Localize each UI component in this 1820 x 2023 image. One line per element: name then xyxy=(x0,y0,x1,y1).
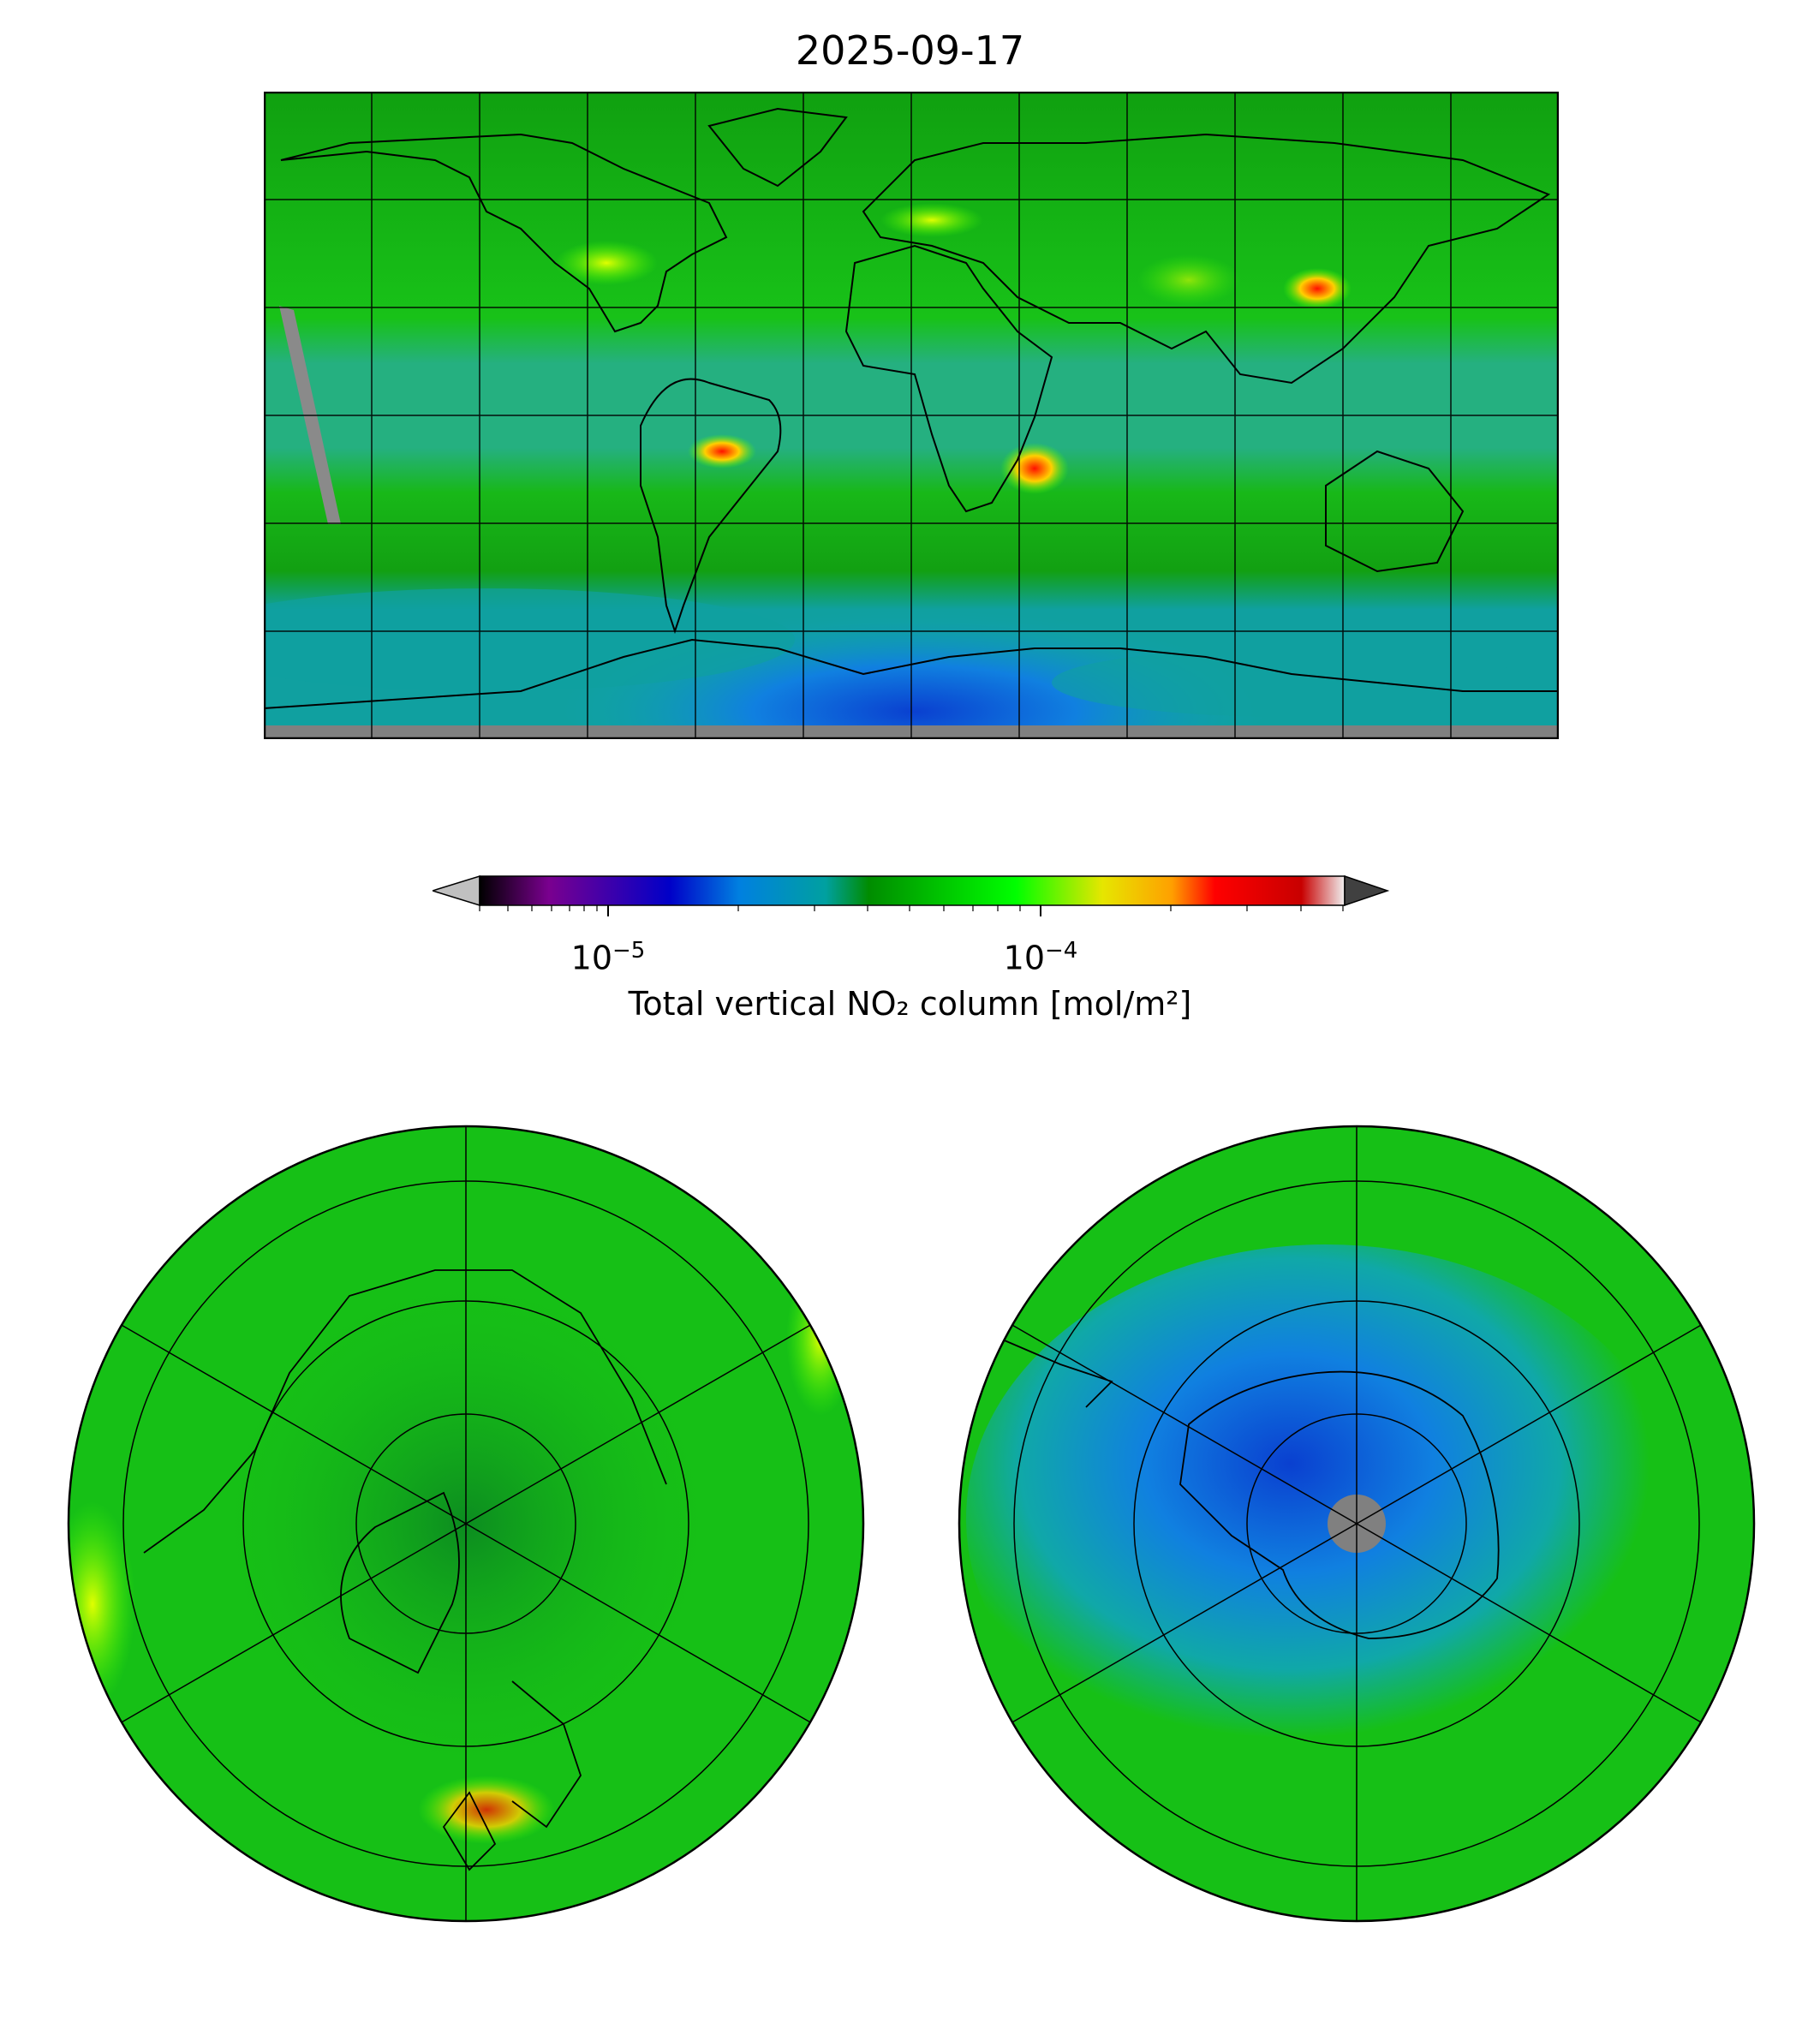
coast-scandinavia xyxy=(511,1680,582,1829)
coast-north-america xyxy=(280,133,728,333)
coast-south-america-polar xyxy=(1000,1338,1113,1408)
hotspot-south-america xyxy=(688,434,756,468)
map-title: 2025-09-17 xyxy=(795,27,1025,74)
coast-greenland xyxy=(707,107,848,188)
colorbar-tick-1e-5: 10−5 xyxy=(570,938,646,977)
colorbar-over-arrow xyxy=(1344,874,1390,907)
coast-africa xyxy=(844,244,1053,513)
colorbar-tick-1e-4: 10−4 xyxy=(1003,938,1078,977)
coast-south-america xyxy=(640,378,782,635)
colorbar xyxy=(433,874,1392,934)
arctic-map xyxy=(67,1125,865,1923)
antarctic-map xyxy=(958,1125,1756,1923)
colorbar-label: Total vertical NO₂ column [mol/m²] xyxy=(628,985,1192,1023)
coast-britain xyxy=(442,1791,497,1871)
coast-arctic-mainland xyxy=(143,1269,667,1554)
hotspot-east-asia xyxy=(1283,268,1352,309)
colorbar-under-arrow xyxy=(433,874,480,907)
hotspot-south-africa xyxy=(1000,443,1069,494)
coast-antarctica-polar xyxy=(1179,1370,1500,1639)
coast-antarctica xyxy=(264,638,1559,709)
colorbar-gradient xyxy=(479,875,1346,906)
coast-australia xyxy=(1325,450,1465,573)
hotspot-europe xyxy=(418,1775,555,1844)
global-map xyxy=(264,92,1559,739)
